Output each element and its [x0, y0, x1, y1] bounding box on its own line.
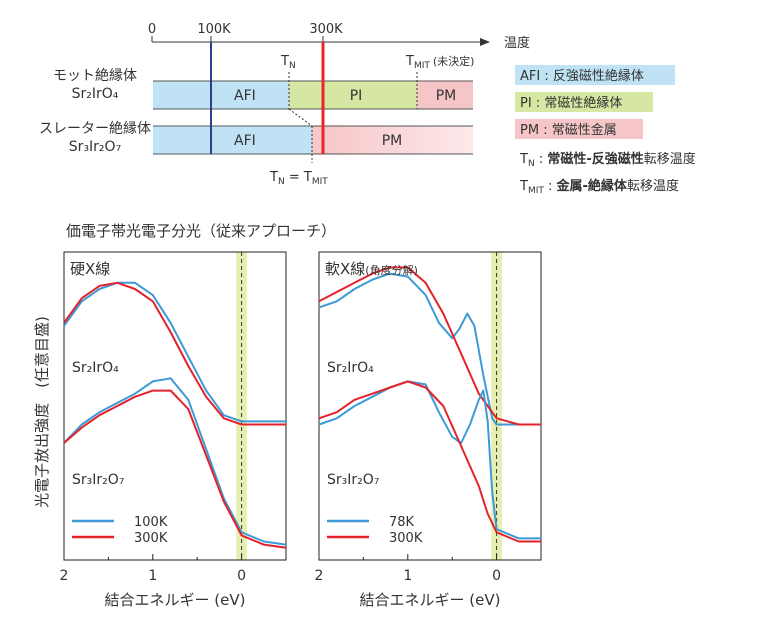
row1-pi-label: PI [350, 88, 363, 104]
legend-pm-box [515, 119, 643, 139]
soft-panel-title-sub: (角度分解) [365, 263, 418, 277]
hard-x-axis-label: 結合エネルギー (eV) [105, 591, 246, 609]
soft-legend-label-300k: 300K [389, 531, 423, 546]
hard-xtick-label-2: 2 [60, 568, 69, 584]
y-axis-label: 光電子放出強度 (任意目盛) [33, 316, 51, 508]
hard-series-0 [63, 281, 286, 423]
hard-legend-label-300k: 300K [134, 531, 168, 546]
hard-series-3 [63, 389, 287, 549]
soft-series-0 [318, 272, 541, 426]
hard-xtick-label-0: 0 [237, 568, 246, 584]
row1-afi-label: AFI [234, 88, 256, 104]
soft-xtick-label-2: 2 [315, 568, 324, 584]
hard-panel-title: 硬X線 [70, 260, 110, 278]
row1-afi-band [153, 81, 289, 109]
hard-sample-label-sr2iro4: Sr₂IrO₄ [72, 360, 119, 376]
temperature-axis-label: 温度 [504, 35, 530, 51]
hard-series-1 [63, 281, 286, 426]
row2-pm-band [312, 126, 473, 154]
legend-pi-box [515, 92, 653, 112]
tick-label-300k: 300K [309, 22, 343, 37]
def-tmit: TMIT : 金属-絶縁体転移温度 [519, 178, 679, 196]
soft-xtick-label-0: 0 [492, 568, 501, 584]
soft-sample-label-sr2iro4: Sr₂IrO₄ [327, 360, 374, 376]
soft-panel-title: 軟X線(角度分解) [325, 260, 418, 278]
tick-label-0: 0 [148, 22, 156, 37]
row2-afi-band [153, 126, 312, 154]
def-tn: TN : 常磁性-反強磁性転移温度 [519, 151, 696, 169]
row1-pi-band [289, 81, 417, 109]
soft-legend-label-low: 78K [389, 515, 415, 530]
legend-afi-box [515, 65, 675, 85]
row2-pm-label: PM [382, 133, 403, 149]
tn-connector-dashed [288, 108, 313, 127]
tn-label: TN [280, 54, 296, 71]
phase-diagram: 0 100K 300K 温度 モット絶縁体 Sr₂IrO₄ AFI PI PM … [39, 22, 696, 196]
hard-sample-label-sr3ir2o7: Sr₃Ir₂O₇ [72, 472, 124, 488]
row1-pm-label: PM [436, 88, 457, 104]
hard-frame [63, 251, 287, 561]
tmit-label: TMIT (未決定) [405, 54, 474, 71]
hard-series-2 [63, 377, 287, 546]
tn-equals-tmit-label: TN = TMIT [269, 170, 328, 187]
soft-panel-title-main: 軟X線 [325, 260, 365, 278]
hard-xtick-label-1: 1 [148, 568, 157, 584]
hard-legend-label-low: 100K [134, 515, 168, 530]
soft-sample-label-sr3ir2o7: Sr₃Ir₂O₇ [327, 472, 379, 488]
legend-afi: AFI : 反強磁性絶縁体 [520, 68, 644, 84]
soft-frame [318, 251, 542, 561]
row1-formula: Sr₂IrO₄ [72, 86, 119, 102]
row2-name: スレーター絶縁体 [39, 121, 151, 137]
legend-pi: PI : 常磁性絶縁体 [520, 95, 622, 111]
legend-pm: PM : 常磁性金属 [520, 122, 617, 138]
temperature-axis-arrow [480, 38, 490, 46]
row2-formula: Sr₃Ir₂O₇ [69, 139, 121, 155]
soft-series-3 [318, 380, 541, 543]
soft-x-axis-label: 結合エネルギー (eV) [360, 591, 501, 609]
tick-label-100k: 100K [197, 22, 231, 37]
row1-pm-band [417, 81, 473, 109]
soft-xtick-label-1: 1 [403, 568, 412, 584]
soft-series-1 [318, 266, 541, 426]
soft-series-2 [318, 380, 541, 540]
spectra-title: 価電子帯光電子分光（従来アプローチ） [66, 222, 336, 240]
row2-afi-label: AFI [234, 133, 256, 149]
row1-name: モット絶縁体 [53, 68, 137, 84]
